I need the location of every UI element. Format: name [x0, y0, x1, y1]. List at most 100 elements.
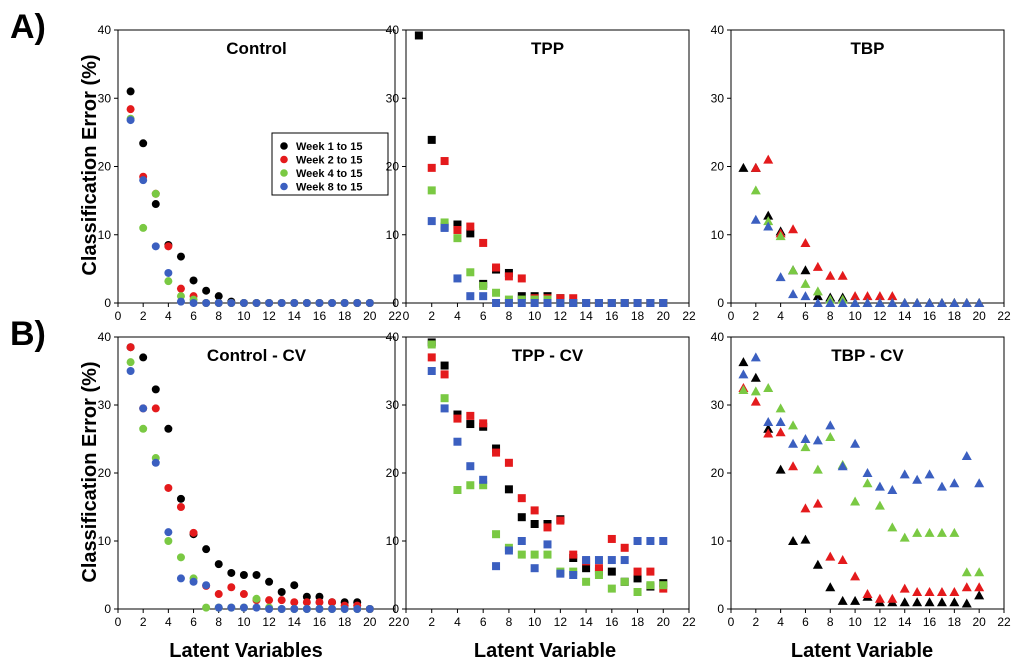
- x-tick-label: 10: [528, 615, 542, 629]
- data-point: [949, 587, 960, 596]
- panel-title-tpp-cv: TPP - CV: [512, 346, 584, 365]
- data-point: [164, 424, 173, 433]
- data-point: [340, 605, 349, 613]
- row-label-b: B): [10, 315, 46, 353]
- data-point: [302, 299, 311, 307]
- data-point: [517, 274, 526, 283]
- data-point: [887, 291, 898, 301]
- data-point: [530, 520, 539, 528]
- data-point: [974, 478, 985, 488]
- data-point: [887, 593, 898, 603]
- data-point: [949, 527, 960, 537]
- data-point: [440, 361, 449, 370]
- data-point: [607, 556, 616, 565]
- data-point: [788, 438, 799, 448]
- data-point: [763, 210, 774, 220]
- data-point: [569, 550, 578, 559]
- x-tick-label: 16: [923, 309, 937, 323]
- series-week-4-to-15: [427, 186, 668, 307]
- data-point: [899, 532, 910, 542]
- data-point: [812, 286, 823, 296]
- panel-title-tbp-cv: TBP - CV: [831, 346, 904, 365]
- data-point: [151, 385, 160, 394]
- panel-title-control-cv: Control - CV: [207, 346, 307, 365]
- data-point: [214, 292, 223, 301]
- x-tick-label: 6: [190, 615, 197, 629]
- data-point: [227, 583, 236, 592]
- x-tick-label: 8: [215, 615, 222, 629]
- data-point: [924, 469, 935, 479]
- legend-marker: [280, 142, 288, 150]
- data-point: [825, 551, 836, 561]
- data-point: [466, 420, 475, 429]
- data-point: [738, 162, 749, 172]
- x-tick-label: 20: [657, 615, 671, 629]
- data-point: [492, 444, 501, 453]
- data-point: [427, 135, 436, 144]
- data-point: [763, 428, 774, 438]
- data-point: [453, 410, 462, 419]
- data-point: [850, 496, 861, 506]
- x-tick-label: 16: [313, 309, 327, 323]
- data-point: [492, 299, 501, 307]
- x-tick-label: 16: [605, 309, 619, 323]
- data-point: [924, 527, 935, 537]
- data-point: [277, 605, 286, 613]
- data-point: [176, 284, 185, 293]
- series-week-1-to-15: [126, 343, 374, 613]
- data-point: [479, 419, 488, 428]
- data-point: [800, 291, 811, 301]
- data-point: [763, 221, 774, 231]
- data-point: [164, 277, 173, 286]
- x-tick-label: 12: [262, 309, 276, 323]
- data-point: [530, 564, 539, 573]
- data-point: [837, 270, 848, 280]
- data-point: [440, 404, 449, 413]
- data-point: [189, 299, 198, 307]
- x-tick-label: 6: [190, 309, 197, 323]
- x-tick-label: 16: [923, 615, 937, 629]
- data-point: [504, 272, 513, 281]
- series-week-1-to-15: [126, 87, 374, 307]
- data-point: [874, 291, 885, 301]
- series-week-2-to-15: [427, 157, 668, 307]
- x-tick-label: 10: [848, 615, 862, 629]
- x-tick-label: 0: [728, 615, 735, 629]
- x-tick-label: 14: [288, 615, 302, 629]
- data-point: [874, 298, 885, 307]
- x-tick-label: 12: [262, 615, 276, 629]
- data-point: [738, 357, 749, 367]
- data-point: [633, 588, 642, 596]
- x-tick-label: 22: [682, 309, 696, 323]
- data-point: [659, 537, 668, 545]
- y-tick-label: 40: [386, 330, 400, 344]
- x-tick-label: 6: [480, 615, 487, 629]
- data-point: [530, 299, 539, 307]
- data-point: [936, 527, 947, 537]
- x-tick-label: 14: [579, 309, 593, 323]
- data-point: [775, 231, 786, 241]
- data-point: [328, 299, 337, 307]
- data-point: [453, 225, 462, 234]
- data-point: [556, 294, 565, 303]
- data-point: [825, 431, 836, 441]
- data-point: [302, 605, 311, 613]
- series-week-1-to-15: [738, 162, 985, 307]
- x-tick-label: 2: [752, 309, 759, 323]
- data-point: [427, 186, 436, 195]
- data-point: [214, 560, 223, 569]
- data-point: [763, 383, 774, 392]
- data-point: [961, 567, 972, 577]
- data-point: [750, 386, 761, 396]
- data-point: [862, 478, 873, 488]
- data-point: [788, 461, 799, 471]
- x-tick-label: 6: [480, 309, 487, 323]
- data-point: [290, 605, 299, 613]
- data-point: [763, 417, 774, 426]
- data-point: [328, 605, 337, 613]
- x-tick-label: 22: [997, 309, 1011, 323]
- x-tick-label: 14: [898, 615, 912, 629]
- data-point: [427, 163, 436, 172]
